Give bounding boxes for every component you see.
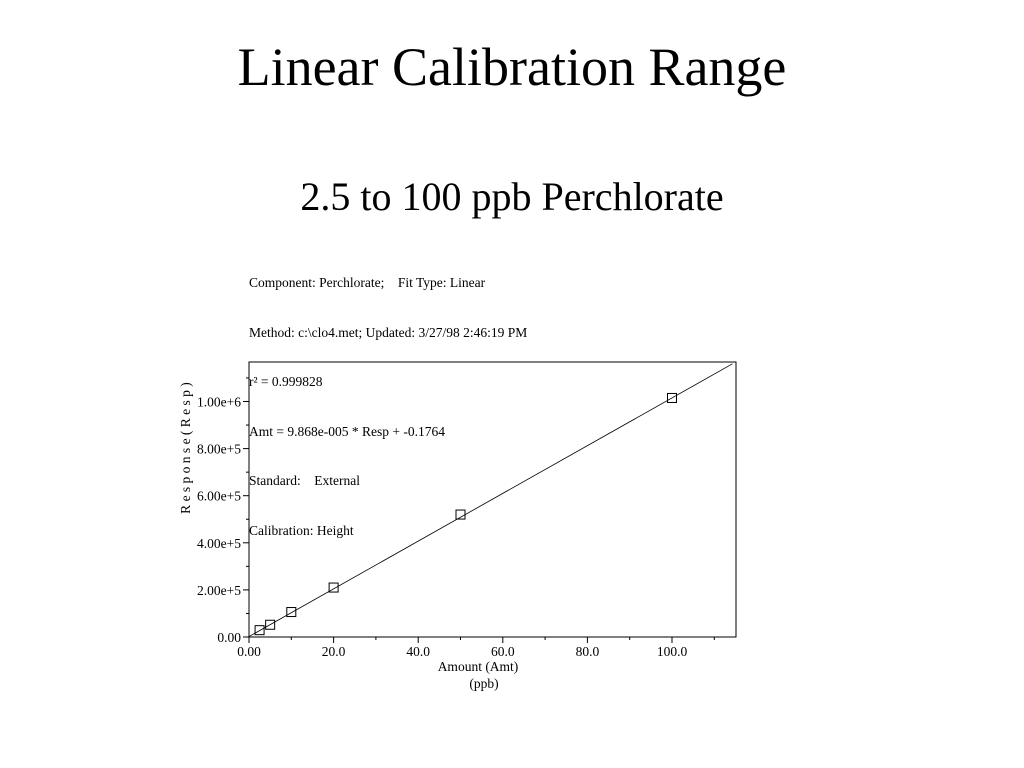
data-point <box>667 392 677 403</box>
data-point <box>286 607 297 618</box>
equation-line: Amt = 9.868e-005 * Resp + -0.1764 <box>249 423 445 439</box>
component-line: Component: Perchlorate; Fit Type: Linear <box>249 275 486 290</box>
data-point <box>265 619 276 630</box>
calibration-info: Component: Perchlorate; Fit Type: Linear… <box>249 242 527 556</box>
slide-subtitle: 2.5 to 100 ppb Perchlorate <box>300 174 724 219</box>
standard-line: Standard: External <box>249 473 360 488</box>
slide-title: Linear Calibration Range <box>237 37 787 97</box>
plot-frame <box>248 361 737 638</box>
fit-line <box>248 363 733 637</box>
method-line: Method: c:\clo4.met; Updated: 3/27/98 2:… <box>249 324 528 340</box>
y-axis-ticks: 0.00 2.00e+5 4.00e+5 6.00e+5 8.00e+5 1.00e+6 <box>197 377 249 645</box>
y-tick-label: 8.00e+5 <box>197 442 241 457</box>
r-squared-line: r² = 0.999828 <box>249 374 323 389</box>
y-axis-label: R e s p o n s e ( R e s p ) <box>178 382 193 514</box>
y-tick-label: 0.00 <box>217 630 241 645</box>
x-axis-label: Amount (Amt) <box>438 659 519 674</box>
x-tick-label: 100.0 <box>657 644 688 659</box>
x-tick-label: 20.0 <box>322 644 346 659</box>
y-tick-label: 4.00e+5 <box>197 536 241 551</box>
x-tick-label: 0.00 <box>237 644 261 659</box>
data-points <box>254 392 677 636</box>
x-tick-label: 80.0 <box>576 644 600 659</box>
x-axis-ticks: 0.00 20.0 40.0 60.0 80.0 100.0 <box>237 637 715 659</box>
y-tick-label: 1.00e+6 <box>197 395 241 410</box>
calibration-line: Calibration: Height <box>249 522 354 538</box>
fit-line-layer <box>248 363 733 637</box>
y-tick-label: 2.00e+5 <box>197 583 241 598</box>
x-tick-label: 40.0 <box>406 644 430 659</box>
data-point <box>254 625 265 636</box>
y-tick-label: 6.00e+5 <box>197 489 241 504</box>
data-point <box>455 509 466 520</box>
x-tick-label: 60.0 <box>491 644 515 659</box>
x-axis-unit: (ppb) <box>469 676 498 691</box>
data-point <box>328 582 339 593</box>
